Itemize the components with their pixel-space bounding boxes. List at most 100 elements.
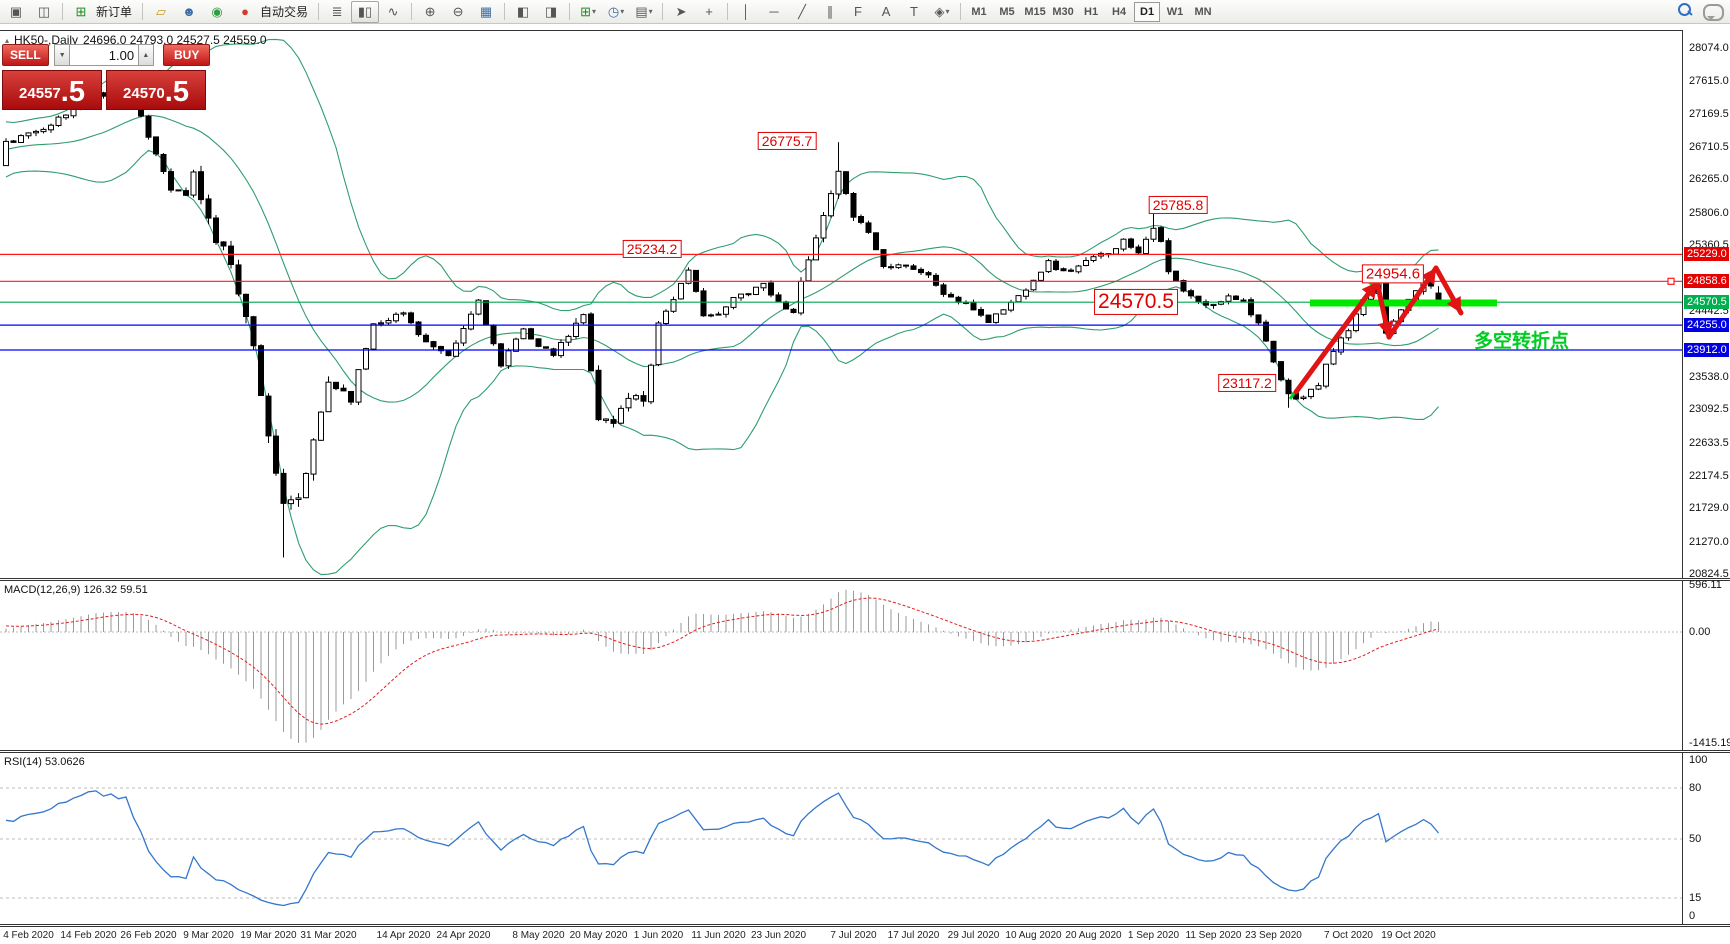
chat-icon[interactable] [1703,4,1724,21]
red-zigzag-arrowhead[interactable] [1361,282,1377,299]
turning-point-note[interactable]: 多空转折点 [1474,331,1570,352]
label-icon[interactable]: T [910,4,918,19]
vertical-line-icon[interactable]: │ [741,4,751,19]
time-axis-label: 1 Sep 2020 [1127,930,1180,941]
bid-int: 24557 [19,85,61,102]
rsi-line [5,790,1439,907]
timeframe-h1[interactable]: H1 [1084,5,1099,18]
ask-price-box[interactable]: 24570 .5 [106,70,206,110]
toolbar-separator [727,3,729,20]
horizontal-line-icon[interactable]: ─ [769,4,779,19]
timeframe-h4[interactable]: H4 [1112,5,1127,18]
one-click-trading-panel: SELL ▼ 1.00 ▲ BUY 24557 .5 24570 .5 [2,44,211,110]
time-axis-label: 19 Oct 2020 [1381,930,1436,941]
price-level-badge: 24255.0 [1684,318,1729,333]
periods-icon[interactable]: ◷ ▾ [607,3,625,19]
sell-button[interactable]: SELL [2,44,49,66]
timeframe-w1[interactable]: W1 [1166,5,1184,18]
rsi-axis-tick: 0 [1689,910,1696,922]
price-axis-tick: 23092.5 [1689,403,1729,416]
price-axis-tick: 27169.5 [1689,107,1729,120]
zoom-in-icon[interactable]: ⊕ [424,3,436,19]
time-axis-label: 10 Aug 2020 [1005,930,1062,941]
timeframe-m1[interactable]: M1 [971,5,987,18]
timeframe-m15[interactable]: M15 [1024,5,1046,18]
time-axis-label: 14 Apr 2020 [376,930,431,941]
tile-windows-icon[interactable]: ▦ [479,3,493,19]
price-annotation[interactable]: 25785.8 [1148,195,1208,215]
volume-decrease-button[interactable]: ▼ [54,44,71,66]
green-highlight-bar[interactable] [1310,299,1497,307]
main-macd-separator[interactable] [0,578,1730,581]
arrange-right-icon[interactable]: ◨ [544,3,558,19]
zoom-out-icon[interactable]: ⊖ [452,3,464,19]
arrange-left-icon[interactable]: ◧ [516,3,530,19]
fibonacci-icon[interactable]: F [854,4,862,19]
price-annotation[interactable]: 24954.6 [1361,264,1425,284]
macd-pane[interactable] [0,581,1682,750]
channel-icon[interactable]: ∥ [826,3,834,19]
time-axis-label: 11 Sep 2020 [1185,930,1242,941]
price-axis-tick: 25806.0 [1689,206,1729,219]
time-axis-label: 20 Aug 2020 [1065,930,1122,941]
time-axis-label: 17 Jul 2020 [887,930,940,941]
buy-button[interactable]: BUY [163,44,211,66]
toolbar-separator [318,3,320,20]
text-icon[interactable]: A [881,4,891,19]
symbol-name: HK50-,Daily [14,33,79,47]
bollinger-upper-band [5,38,1439,312]
volume-increase-button[interactable]: ▲ [138,44,154,66]
red-zigzag-arrowhead[interactable] [1446,296,1461,313]
toolbar-separator [662,3,664,20]
price-axis-line [1682,30,1683,927]
market-watch-icon[interactable]: ◫ [37,3,51,19]
bid-frac: .5 [60,76,85,108]
line-handle[interactable] [1667,277,1675,285]
bid-price-box[interactable]: 24557 .5 [2,70,102,110]
bollinger-middle-band [5,114,1439,403]
candle-chart-mode-icon[interactable]: ▮▯ [351,0,380,23]
shapes-icon[interactable]: ◈ ▾ [934,3,950,19]
toolbar-separator [569,3,571,20]
main-price-pane[interactable] [0,30,1682,578]
profile-icon[interactable]: ☻ [182,4,196,19]
macd-label: MACD(12,26,9) 126.32 59.51 [4,584,148,596]
charts-window-icon[interactable]: ▣ [9,3,23,19]
timeframe-mn[interactable]: MN [1194,5,1212,18]
timeframe-d1[interactable]: D1 [1134,1,1161,22]
chart-shift-icon[interactable]: ▱ [156,3,167,19]
autotrading-icon[interactable]: ● [241,4,249,19]
chart-top-border [0,30,1682,31]
new-order-icon[interactable]: ⊞ [75,3,87,19]
toolbar-separator [504,3,506,20]
rsi-pane[interactable] [0,753,1682,924]
macd-rsi-separator[interactable] [0,750,1730,753]
price-annotation[interactable]: 26775.7 [757,131,817,151]
cursor-icon[interactable]: ➤ [675,3,687,19]
rsi-axis-tick: 15 [1689,892,1702,904]
bar-chart-mode-icon[interactable]: ≣ [331,3,343,19]
price-annotation[interactable]: 24570.5 [1094,288,1178,316]
price-level-badge: 24570.5 [1684,295,1729,310]
price-axis-tick: 23538.0 [1689,371,1729,384]
toolbar-separator [411,3,413,20]
candles [3,89,1442,558]
time-axis-label: 9 Mar 2020 [183,930,234,941]
rsi-label: RSI(14) 53.0626 [4,756,85,768]
rsi-axis-tick: 80 [1689,782,1702,794]
time-axis-label: 31 Mar 2020 [300,930,357,941]
templates-icon[interactable]: ▤ ▾ [635,3,653,19]
price-annotation[interactable]: 23117.2 [1218,373,1276,393]
price-annotation[interactable]: 25234.2 [622,239,682,259]
crosshair-icon[interactable]: + [705,4,713,19]
red-zigzag-arrowhead[interactable] [1420,268,1436,285]
trendline-icon[interactable]: ╱ [798,3,806,19]
timeframe-m30[interactable]: M30 [1052,5,1074,18]
volume-input[interactable]: 1.00 [70,44,139,66]
search-icon[interactable] [1677,2,1693,18]
timeframe-m5[interactable]: M5 [999,5,1015,18]
signal-icon[interactable]: ◉ [211,3,223,19]
red-zigzag-arrow-segment[interactable] [1293,279,1380,395]
indicators-icon[interactable]: ⊞ ▾ [580,3,596,19]
line-chart-mode-icon[interactable]: ∿ [387,3,399,19]
